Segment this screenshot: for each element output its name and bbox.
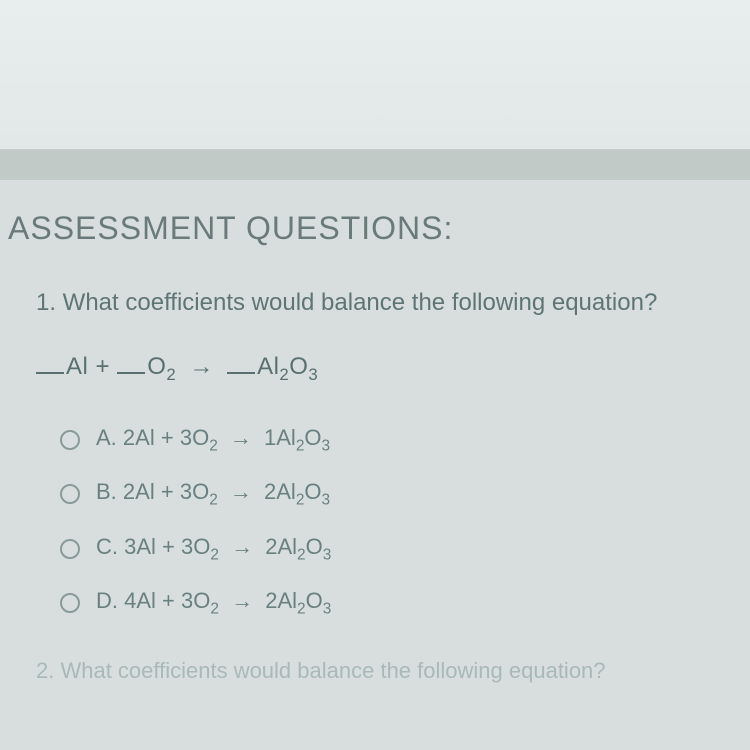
divider-band	[0, 150, 750, 180]
product-o: O	[289, 353, 308, 380]
section-title: ASSESSMENT QUESTIONS:	[8, 210, 750, 247]
option-c[interactable]: C. 3Al + 3O2 → 2Al2O3	[60, 534, 750, 564]
reactant-o: O	[147, 353, 166, 380]
radio-icon[interactable]	[60, 484, 80, 504]
question-prompt: 1. What coefficients would balance the f…	[36, 289, 750, 317]
content-area: ASSESSMENT QUESTIONS: 1. What coefficien…	[0, 180, 750, 684]
equation-template: Al + O2 → Al2O3	[36, 353, 750, 385]
reactant-o-sub: 2	[166, 365, 176, 384]
options-list: A. 2Al + 3O2 → 1Al2O3 B. 2Al + 3O2 → 2Al…	[36, 425, 750, 619]
reactant-al: Al	[66, 353, 88, 380]
top-band	[0, 0, 750, 150]
radio-icon[interactable]	[60, 430, 80, 450]
option-d-label: D. 4Al + 3O2 → 2Al2O3	[96, 588, 331, 618]
question-1: 1. What coefficients would balance the f…	[8, 289, 750, 618]
blank-3	[227, 372, 255, 374]
product-o-sub: 3	[308, 365, 318, 384]
product-al-sub: 2	[279, 365, 289, 384]
radio-icon[interactable]	[60, 593, 80, 613]
blank-2	[117, 372, 145, 374]
blank-1	[36, 372, 64, 374]
option-b[interactable]: B. 2Al + 3O2 → 2Al2O3	[60, 479, 750, 509]
option-c-label: C. 3Al + 3O2 → 2Al2O3	[96, 534, 331, 564]
question-2-teaser: 2. What coefficients would balance the f…	[8, 658, 750, 684]
product-al: Al	[257, 353, 279, 380]
option-b-label: B. 2Al + 3O2 → 2Al2O3	[96, 479, 330, 509]
radio-icon[interactable]	[60, 539, 80, 559]
option-a-label: A. 2Al + 3O2 → 1Al2O3	[96, 425, 330, 455]
arrow-icon: →	[189, 353, 214, 380]
option-d[interactable]: D. 4Al + 3O2 → 2Al2O3	[60, 588, 750, 618]
option-a[interactable]: A. 2Al + 3O2 → 1Al2O3	[60, 425, 750, 455]
plus-sign: +	[96, 353, 111, 380]
